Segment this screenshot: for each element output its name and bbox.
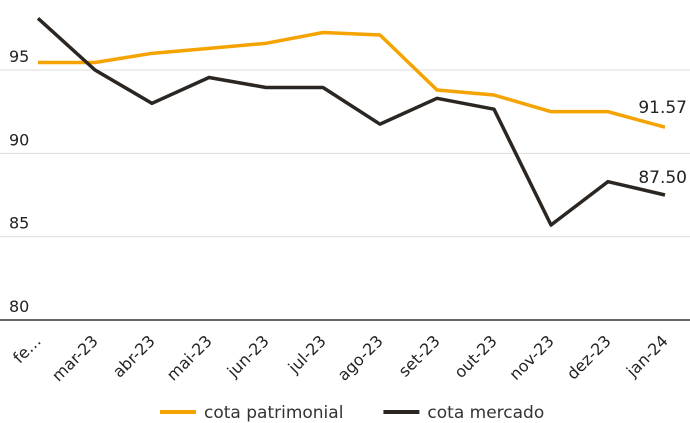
x-tick-label: nov-23	[505, 331, 557, 383]
line-series	[38, 30, 666, 129]
legend-label: cota mercado	[427, 403, 544, 423]
x-tick-label: fe…	[9, 331, 45, 367]
x-tick-label: out-23	[450, 331, 500, 381]
x-tick-label: jan-24	[622, 331, 672, 381]
x-tick-label: abr-23	[109, 331, 159, 381]
y-tick-label: 95	[9, 47, 29, 66]
y-tick-label: 85	[9, 214, 29, 233]
y-tick-label: 80	[9, 297, 29, 316]
y-tick-label: 90	[9, 130, 29, 149]
x-tick-label: dez-23	[563, 331, 615, 383]
legend-label: cota patrimonial	[204, 403, 343, 423]
x-tick-label: set-23	[395, 331, 444, 380]
line-series	[36, 17, 666, 227]
data-label: 91.57	[638, 98, 687, 118]
x-tick-label: mai-23	[163, 331, 216, 384]
x-tick-label: jul-23	[284, 331, 330, 377]
x-tick-label: jun-23	[223, 331, 273, 381]
x-tick-label: ago-23	[334, 331, 387, 384]
data-label: 87.50	[638, 168, 687, 188]
x-tick-label: mar-23	[48, 331, 102, 385]
